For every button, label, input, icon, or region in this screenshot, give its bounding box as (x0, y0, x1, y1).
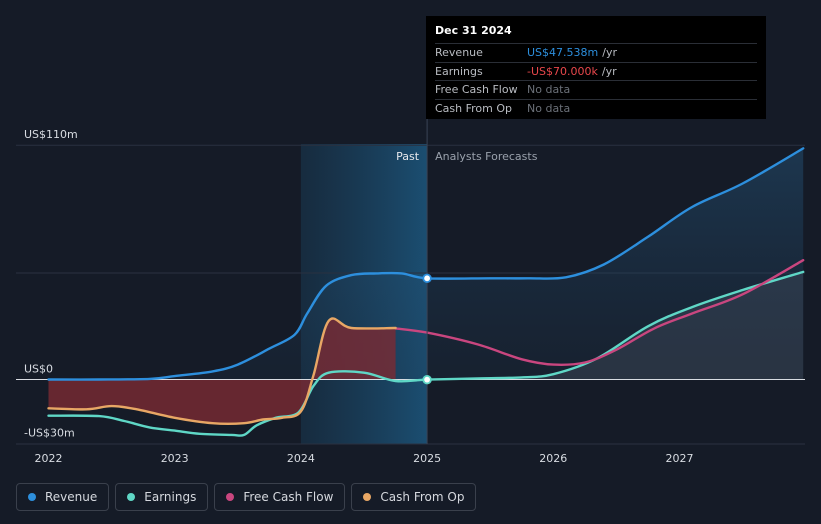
x-tick-label: 2027 (666, 452, 694, 465)
legend-dot-icon (363, 493, 372, 501)
tooltip-row-free-cash-flow: Free Cash Flow No data (435, 80, 757, 99)
tooltip-value: No data (527, 83, 571, 96)
tooltip-label: Earnings (435, 64, 483, 78)
tooltip-value: US$47.538m (527, 46, 599, 59)
forecast-label: Analysts Forecasts (435, 150, 538, 163)
tooltip-label: Free Cash Flow (435, 83, 518, 96)
legend-label: Cash From Op (380, 490, 465, 504)
tooltip: Dec 31 2024 Revenue US$47.538m /yr Earni… (426, 16, 766, 119)
tooltip-value: -US$70.000k (527, 64, 598, 78)
hover-point-earnings (422, 374, 432, 385)
legend-label: Revenue (45, 490, 98, 504)
y-tick-label: -US$30m (24, 426, 75, 439)
earnings-area (427, 271, 804, 380)
x-tick-label: 2025 (413, 452, 441, 465)
tooltip-row-revenue: Revenue US$47.538m /yr (435, 43, 757, 62)
cash-from-op-area (48, 318, 396, 424)
tooltip-label: Revenue (435, 46, 483, 59)
past-label: Past (396, 150, 420, 163)
revenue-area (48, 148, 804, 380)
legend-dot-icon (28, 493, 36, 501)
tooltip-date: Dec 31 2024 (435, 24, 512, 37)
tooltip-unit: /yr (602, 46, 617, 59)
legend-label: Free Cash Flow (243, 490, 334, 504)
tooltip-label: Cash From Op (435, 101, 513, 115)
legend-dot-icon (226, 493, 235, 501)
x-tick-label: 2022 (35, 452, 63, 465)
tooltip-value: No data (527, 101, 571, 115)
legend-item-cash-from-op[interactable]: Cash From Op (351, 483, 477, 511)
series-line-cash-from-op (47, 317, 397, 425)
legend-item-free-cash-flow[interactable]: Free Cash Flow (214, 483, 346, 511)
series-line-revenue (47, 147, 805, 381)
legend-item-revenue[interactable]: Revenue (16, 483, 110, 511)
tooltip-unit: /yr (601, 64, 617, 78)
legend: Revenue Earnings Free Cash Flow Cash Fro… (16, 483, 477, 511)
x-tick-label: 2024 (287, 452, 315, 465)
hover-point-revenue (422, 273, 432, 284)
series-line-free-cash-flow (394, 259, 805, 367)
legend-dot-icon (127, 493, 136, 501)
x-tick-label: 2026 (539, 452, 567, 465)
legend-label: Earnings (144, 490, 197, 504)
y-tick-label: US$0 (24, 363, 53, 376)
y-tick-label: US$110m (24, 128, 78, 141)
tooltip-row-earnings: Earnings -US$70.000k /yr (435, 61, 757, 81)
legend-item-earnings[interactable]: Earnings (115, 483, 209, 511)
tooltip-row-cash-from-op: Cash From Op No data (435, 98, 757, 118)
x-tick-label: 2023 (161, 452, 189, 465)
